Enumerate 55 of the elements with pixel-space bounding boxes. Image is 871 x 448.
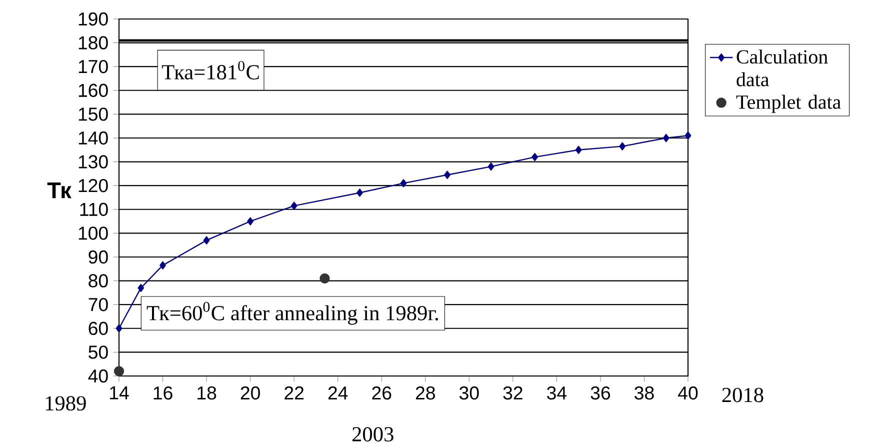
y-tick-label: 100 (78, 226, 108, 240)
y-tick-label: 70 (88, 298, 108, 312)
x-tick-label: 14 (110, 386, 129, 400)
y-tick-label: 80 (88, 274, 108, 288)
y-tick-label: 120 (78, 178, 108, 192)
y-tick-label: 130 (78, 155, 108, 168)
x-tick-label: 24 (328, 386, 348, 400)
x-tick-label: 18 (198, 386, 216, 400)
y-tick-label: 40 (88, 369, 108, 383)
x-tick-label: 32 (503, 386, 522, 400)
text: 1989 (46, 396, 86, 411)
point (203, 236, 210, 244)
point (662, 134, 670, 142)
y-tick-label: 50 (88, 346, 108, 359)
point (290, 202, 298, 210)
legend-label: Templet data (736, 94, 841, 113)
x-tick-label: 40 (678, 386, 698, 400)
y-tick-label: 190 (78, 12, 108, 26)
point (138, 284, 144, 292)
point (320, 273, 330, 284)
legend-label: Calculation data (736, 50, 828, 86)
point (684, 132, 692, 140)
x-tick-label: 28 (416, 386, 435, 400)
x-tick-label: 16 (154, 386, 172, 400)
point (114, 366, 124, 376)
point (400, 179, 407, 188)
y-tick-label: 170 (78, 60, 108, 74)
x-tick-label: 34 (547, 386, 567, 400)
point (160, 261, 166, 270)
point (575, 146, 582, 154)
y-tick-label: 140 (78, 131, 108, 145)
point (532, 152, 538, 162)
y-tick-label: 180 (78, 36, 108, 50)
y-tick-label: 90 (88, 250, 108, 264)
x-tick-label: 30 (459, 386, 479, 400)
point (619, 142, 626, 150)
point (356, 188, 363, 197)
point (444, 170, 450, 179)
y-tick-label: 60 (88, 322, 108, 335)
x-tick-label: 22 (284, 386, 304, 400)
text: 2018 (722, 388, 764, 402)
y-axis-title: Тк (47, 182, 72, 198)
text: 2003 (352, 427, 394, 442)
y-tick-label: 160 (78, 84, 108, 98)
annotation: Тк=60$^{0}$С after annealing in 1989г. (146, 302, 438, 325)
point (116, 324, 122, 332)
x-tick-label: 20 (240, 386, 260, 400)
point (247, 217, 254, 226)
y-tick-label: 110 (80, 202, 108, 216)
y-tick-label: 150 (78, 108, 108, 121)
x-tick-label: 38 (634, 386, 654, 400)
point (488, 162, 494, 171)
ref-line-label: Тка=181$^{0}$С (162, 60, 259, 80)
x-tick-label: 36 (590, 386, 610, 400)
x-tick-label: 26 (372, 386, 392, 400)
